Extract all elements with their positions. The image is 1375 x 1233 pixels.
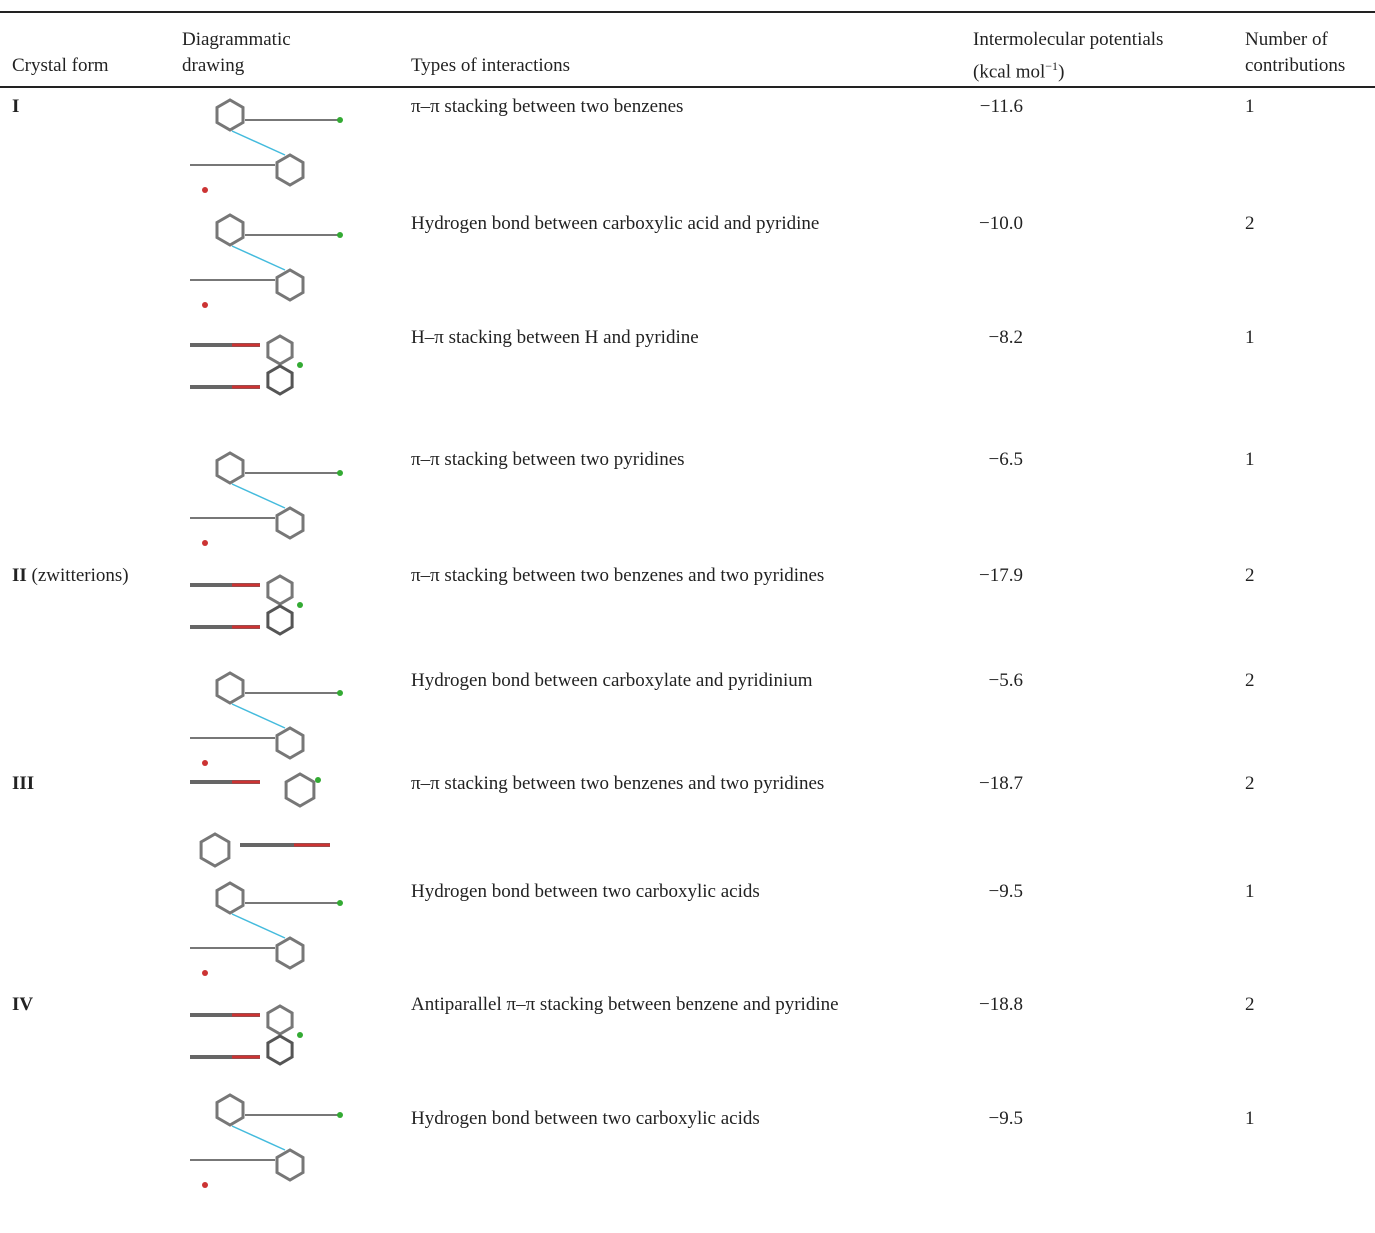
ring (277, 508, 303, 538)
form-label: II (12, 565, 27, 586)
interaction: π–π stacking between two benzenes and tw… (411, 773, 824, 795)
ring (268, 366, 292, 394)
form-note: (zwitterions) (27, 565, 129, 586)
potential: −8.2 (943, 327, 1023, 349)
crystal-form: III (12, 773, 34, 795)
ring (277, 270, 303, 300)
molecule-drawing (190, 576, 303, 634)
page: Crystal form Diagrammatic drawing Types … (0, 0, 1375, 1233)
atom (297, 362, 303, 368)
interaction: Hydrogen bond between two carboxylic aci… (411, 1108, 760, 1130)
molecule-drawing (190, 1006, 303, 1064)
atom (202, 970, 208, 976)
contributions: 2 (1245, 213, 1255, 235)
interaction: π–π stacking between two pyridines (411, 449, 685, 471)
h-bond (232, 246, 285, 270)
atom (297, 602, 303, 608)
drawings (0, 0, 1375, 1233)
potential: −9.5 (943, 1108, 1023, 1130)
molecule-drawing (190, 673, 343, 766)
form-label: I (12, 96, 19, 117)
molecule-drawing (190, 100, 343, 193)
atom (337, 232, 343, 238)
contributions: 2 (1245, 994, 1255, 1016)
atom (202, 760, 208, 766)
ring (286, 774, 314, 806)
potential: −10.0 (943, 213, 1023, 235)
molecule-drawing (190, 883, 343, 976)
ring (268, 1036, 292, 1064)
interaction: Antiparallel π–π stacking between benzen… (411, 994, 839, 1016)
molecule-drawing (190, 774, 330, 866)
ring (268, 1006, 292, 1034)
atom (315, 777, 321, 783)
ring (268, 606, 292, 634)
potential: −5.6 (943, 670, 1023, 692)
interaction: π–π stacking between two benzenes (411, 96, 683, 118)
ring (277, 728, 303, 758)
molecule-drawing (190, 336, 303, 394)
ring (217, 1095, 243, 1125)
atom (337, 117, 343, 123)
potential: −18.8 (943, 994, 1023, 1016)
atom (202, 1182, 208, 1188)
h-bond (232, 1126, 285, 1150)
interaction: H–π stacking between H and pyridine (411, 327, 699, 349)
h-bond (232, 704, 285, 728)
atom (337, 690, 343, 696)
h-bond (232, 484, 285, 508)
contributions: 1 (1245, 96, 1255, 118)
atom (202, 540, 208, 546)
interaction: Hydrogen bond between two carboxylic aci… (411, 881, 760, 903)
contributions: 1 (1245, 327, 1255, 349)
contributions: 1 (1245, 1108, 1255, 1130)
interaction: π–π stacking between two benzenes and tw… (411, 565, 824, 587)
atom (202, 187, 208, 193)
ring (277, 155, 303, 185)
contributions: 2 (1245, 565, 1255, 587)
ring (217, 673, 243, 703)
ring (268, 576, 292, 604)
atom (337, 1112, 343, 1118)
contributions: 1 (1245, 881, 1255, 903)
atom (202, 302, 208, 308)
potential: −6.5 (943, 449, 1023, 471)
contributions: 1 (1245, 449, 1255, 471)
ring (277, 938, 303, 968)
ring (217, 453, 243, 483)
ring (201, 834, 229, 866)
potential: −17.9 (943, 565, 1023, 587)
crystal-form: I (12, 96, 19, 118)
ring (268, 336, 292, 364)
potential: −11.6 (943, 96, 1023, 118)
atom (337, 470, 343, 476)
crystal-form: II (zwitterions) (12, 565, 129, 587)
atom (297, 1032, 303, 1038)
contributions: 2 (1245, 670, 1255, 692)
molecule-drawing (190, 215, 343, 308)
molecule-drawing (190, 453, 343, 546)
potential: −9.5 (943, 881, 1023, 903)
form-label: IV (12, 994, 33, 1015)
h-bond (232, 131, 285, 155)
atom (337, 900, 343, 906)
interaction: Hydrogen bond between carboxylic acid an… (411, 213, 819, 235)
h-bond (232, 914, 285, 938)
crystal-form: IV (12, 994, 33, 1016)
interaction: Hydrogen bond between carboxylate and py… (411, 670, 813, 692)
ring (217, 100, 243, 130)
ring (217, 883, 243, 913)
form-label: III (12, 773, 34, 794)
molecule-drawing (190, 1095, 343, 1188)
contributions: 2 (1245, 773, 1255, 795)
potential: −18.7 (943, 773, 1023, 795)
ring (217, 215, 243, 245)
ring (277, 1150, 303, 1180)
